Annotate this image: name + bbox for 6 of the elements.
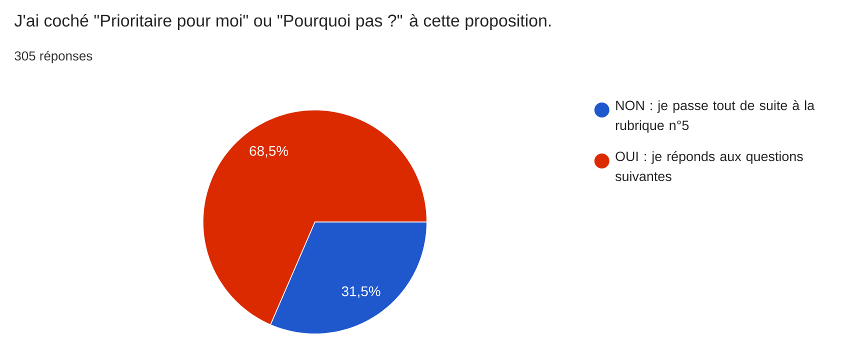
text: 305 réponses bbox=[14, 50, 92, 64]
legend-label: OUI : je réponds aux questions suivantes bbox=[615, 151, 803, 182]
data-label: 68,5% bbox=[250, 146, 288, 158]
legend-label: NON : je passe tout de suite à la rubrique n°5 bbox=[616, 100, 815, 133]
data-label: 31,5% bbox=[342, 286, 380, 298]
chart-title: J'ai coché "Prioritaire pour moi" ou "Pourquoi pas ?" à cette proposition. bbox=[14, 14, 551, 30]
